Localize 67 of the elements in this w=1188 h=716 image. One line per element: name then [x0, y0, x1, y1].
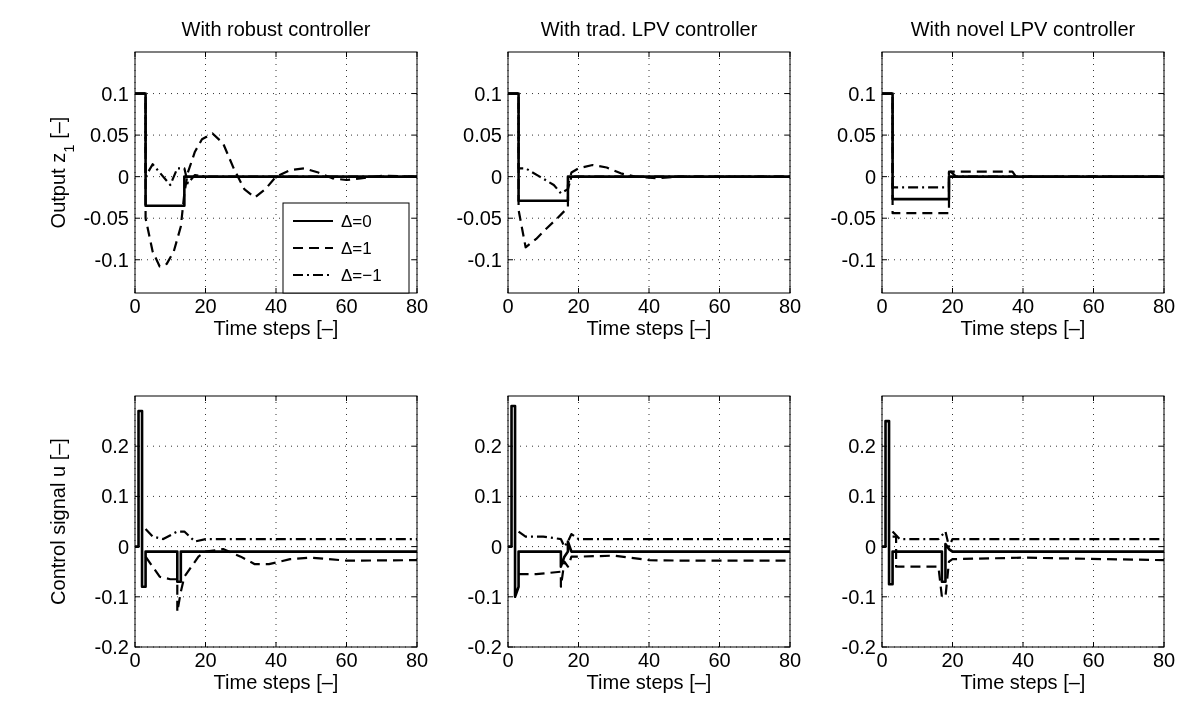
y-tick-label: -0.1 — [467, 248, 502, 271]
y-tick-label: -0.2 — [467, 636, 502, 658]
x-tick-label: 40 — [264, 649, 288, 671]
x-tick-label: 20 — [194, 649, 217, 671]
x-tick-label: 60 — [335, 295, 358, 317]
x-tick-label: 60 — [708, 649, 731, 671]
x-tick-label: 40 — [637, 295, 661, 317]
y-tick-label: 0.2 — [101, 435, 129, 458]
y-tick-label: 0.05 — [837, 124, 876, 147]
y-tick-label: -0.1 — [94, 248, 129, 271]
x-axis-title: Time steps [–] — [213, 671, 339, 693]
y-tick-label: -0.05 — [830, 207, 876, 230]
y-tick-label: -0.1 — [841, 585, 876, 608]
x-tick-label: 40 — [637, 649, 661, 671]
y-tick-label: -0.1 — [841, 248, 876, 271]
y-tick-label: 0 — [117, 165, 129, 188]
y-tick-label: 0.1 — [848, 82, 876, 105]
x-tick-label: 60 — [1082, 649, 1105, 671]
x-axis-title: Time steps [–] — [586, 317, 712, 339]
y-tick-label: 0 — [117, 535, 129, 558]
x-tick-label: 80 — [778, 295, 802, 317]
x-tick-label: 80 — [1152, 649, 1176, 671]
x-tick-label: 80 — [405, 649, 429, 671]
x-tick-label: 20 — [567, 649, 590, 671]
y-tick-label: -0.1 — [467, 585, 502, 608]
chart-title: With robust controller — [181, 18, 371, 40]
x-tick-label: 40 — [264, 295, 288, 317]
chart-title: With novel LPV controller — [910, 18, 1136, 40]
y-tick-label: 0 — [864, 165, 876, 188]
x-tick-label: 60 — [335, 649, 358, 671]
x-tick-label: 40 — [1011, 295, 1035, 317]
y-axis-title: Control signal u [–] — [47, 438, 69, 605]
legend-label: Δ=1 — [341, 238, 372, 258]
legend-label: Δ=−1 — [341, 265, 382, 285]
y-tick-label: 0.2 — [848, 435, 876, 458]
x-tick-label: 20 — [567, 295, 590, 317]
x-tick-label: 80 — [405, 295, 429, 317]
x-tick-label: 40 — [1011, 649, 1035, 671]
y-tick-label: 0 — [490, 165, 502, 188]
x-axis-title: Time steps [–] — [960, 317, 1086, 339]
legend-label: Δ=0 — [341, 211, 372, 231]
y-tick-label: 0.05 — [90, 124, 129, 147]
x-axis-title: Time steps [–] — [960, 671, 1086, 693]
x-axis-title: Time steps [–] — [586, 671, 712, 693]
x-tick-label: 60 — [708, 295, 731, 317]
x-tick-label: 60 — [1082, 295, 1105, 317]
y-tick-label: 0.05 — [463, 124, 502, 147]
x-tick-label: 20 — [941, 649, 964, 671]
y-tick-label: 0.1 — [101, 82, 129, 105]
chart-title: With trad. LPV controller — [540, 18, 758, 40]
y-tick-label: 0.1 — [848, 485, 876, 508]
y-tick-label: 0.2 — [474, 435, 502, 458]
x-tick-label: 80 — [778, 649, 802, 671]
y-tick-label: -0.05 — [83, 207, 129, 230]
y-tick-label: 0.1 — [474, 485, 502, 508]
y-tick-label: 0 — [864, 535, 876, 558]
x-tick-label: 80 — [1152, 295, 1176, 317]
x-tick-label: 20 — [941, 295, 964, 317]
y-tick-label: -0.2 — [841, 636, 876, 658]
y-tick-label: 0.1 — [474, 82, 502, 105]
y-tick-label: -0.2 — [94, 636, 129, 658]
x-axis-title: Time steps [–] — [213, 317, 339, 339]
y-tick-label: 0 — [490, 535, 502, 558]
y-tick-label: -0.05 — [456, 207, 502, 230]
y-tick-label: -0.1 — [94, 585, 129, 608]
y-tick-label: 0.1 — [101, 485, 129, 508]
x-tick-label: 20 — [194, 295, 217, 317]
